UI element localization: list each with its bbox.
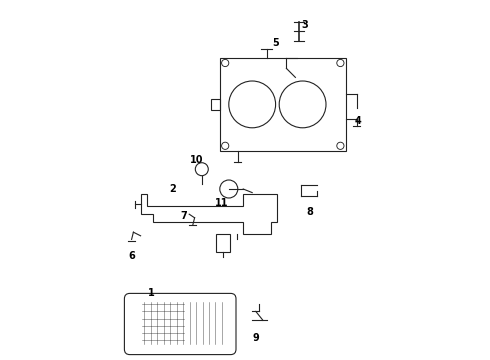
- Text: 3: 3: [301, 20, 308, 30]
- Text: 10: 10: [190, 155, 203, 165]
- Text: 1: 1: [148, 288, 155, 298]
- Text: 2: 2: [170, 184, 176, 194]
- Text: 6: 6: [128, 251, 135, 261]
- Text: 5: 5: [272, 38, 279, 48]
- Text: 8: 8: [306, 207, 313, 217]
- Text: 9: 9: [252, 333, 259, 343]
- Text: 4: 4: [355, 116, 362, 126]
- Text: 11: 11: [215, 198, 228, 208]
- Text: 7: 7: [180, 211, 187, 221]
